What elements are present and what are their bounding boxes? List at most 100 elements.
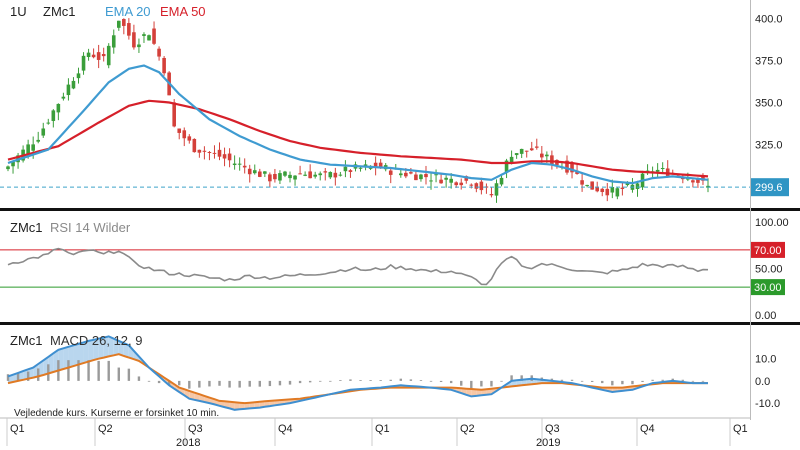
macd-histogram-bar <box>288 380 292 385</box>
time-axis: Q1 Q2 Q3 Q4 Q1 Q2 Q3 Q4 Q1 2018 2019 <box>6 418 748 449</box>
candle-body <box>524 150 529 152</box>
candle-body <box>464 176 469 181</box>
macd-histogram-bar <box>208 380 211 387</box>
candle-body <box>660 167 665 169</box>
candle-body <box>222 154 227 159</box>
candle-body <box>424 174 428 178</box>
candle-body <box>278 173 282 181</box>
macd-histogram-bar <box>399 378 403 381</box>
quarter-label: Q4 <box>278 423 293 435</box>
right-axis-line <box>750 0 751 420</box>
macd-histogram-bar <box>681 379 685 381</box>
candle-body <box>207 151 212 153</box>
macd-fill <box>486 388 492 395</box>
candle-body <box>197 149 202 153</box>
macd-histogram-bar <box>409 379 413 381</box>
candle-body <box>534 146 539 148</box>
candle-body <box>595 186 600 192</box>
macd-fill <box>234 402 240 410</box>
quarter-label: Q1 <box>10 423 25 435</box>
price-tick-label: 375.0 <box>755 55 783 67</box>
macd-histogram-bar <box>480 380 483 387</box>
macd-histogram-bar <box>147 380 151 382</box>
macd-fill <box>113 338 119 356</box>
macd-fill <box>521 379 527 386</box>
candle-body <box>31 144 35 151</box>
macd-histogram-bar <box>449 380 453 384</box>
macd-histogram-bar <box>550 378 554 381</box>
candle-body <box>343 166 348 172</box>
rsi-lower-badge <box>751 279 785 296</box>
candle-body <box>263 171 267 174</box>
candle-body <box>590 181 594 190</box>
macd-histogram-bar <box>419 380 423 381</box>
candle-body <box>338 174 343 176</box>
macd-histogram-bar <box>389 379 392 381</box>
candle-body <box>514 153 519 156</box>
rsi-tick-label: 100.00 <box>755 217 789 229</box>
candle-body <box>157 48 161 57</box>
macd-histogram-bar <box>651 379 654 381</box>
quarter-label: Q3 <box>188 423 203 435</box>
macd-fill <box>68 345 74 368</box>
candle-body <box>187 136 192 141</box>
macd-histogram-bar <box>258 380 261 387</box>
candle-body <box>71 80 76 89</box>
macd-histogram-bar <box>178 380 181 386</box>
candle-body <box>610 187 615 193</box>
candle-body <box>328 172 333 178</box>
macd-histogram-bar <box>228 380 231 388</box>
candle-body <box>192 138 197 153</box>
candle-body <box>545 154 549 157</box>
rsi-upper-value: 70.00 <box>754 245 782 257</box>
candle-body <box>635 183 640 190</box>
candle-body <box>655 169 660 172</box>
macd-fill <box>481 389 487 396</box>
macd-histogram-bar <box>429 380 433 382</box>
candle-body <box>268 174 272 182</box>
macd-histogram-bar <box>621 380 624 385</box>
candle-body <box>177 128 182 133</box>
candle-body <box>6 166 10 170</box>
candle-body <box>147 35 151 41</box>
macd-histogram-bar <box>157 380 161 384</box>
candle-body <box>605 188 610 196</box>
macd-fill <box>28 367 34 379</box>
macd-histogram-bar <box>379 380 382 381</box>
interval-label[interactable]: 1U <box>10 4 27 19</box>
candle-body <box>686 178 690 180</box>
macd-fill <box>471 389 477 397</box>
price-tick-label: 350.0 <box>755 97 783 109</box>
candle-body <box>96 52 101 60</box>
macd-fill <box>103 336 109 358</box>
candle-body <box>404 172 408 177</box>
macd-histogram-bar <box>490 380 493 387</box>
macd-histogram-bar <box>460 380 463 386</box>
macd-title: MACD 26, 12, 9 <box>50 333 143 348</box>
macd-fill <box>476 389 482 396</box>
quarter-label: Q4 <box>640 423 655 435</box>
rsi-tick-label: 0.00 <box>755 310 776 322</box>
candle-body <box>615 188 620 197</box>
macd-histogram-bar <box>691 380 695 382</box>
quarter-label: Q1 <box>375 423 390 435</box>
rsi-symbol-label: ZMc1 <box>10 220 43 235</box>
candle-body <box>217 149 222 157</box>
macd-fill <box>58 348 64 371</box>
candle-body <box>358 167 363 169</box>
candle-body <box>283 171 287 176</box>
candle-body <box>625 183 630 186</box>
macd-fill <box>249 402 255 409</box>
macd-line <box>7 335 708 411</box>
macd-histogram-bar <box>439 380 443 382</box>
candle-body <box>444 177 448 180</box>
macd-histogram-bar <box>500 380 503 382</box>
macd-histogram-bar <box>661 379 664 381</box>
macd-fill <box>123 343 129 358</box>
rsi-tick-label: 50.00 <box>755 264 783 276</box>
rsi-title: RSI 14 Wilder <box>50 220 131 235</box>
macd-histogram-bar <box>560 379 564 381</box>
candle-body <box>494 183 499 196</box>
separator-price-rsi <box>0 208 800 211</box>
